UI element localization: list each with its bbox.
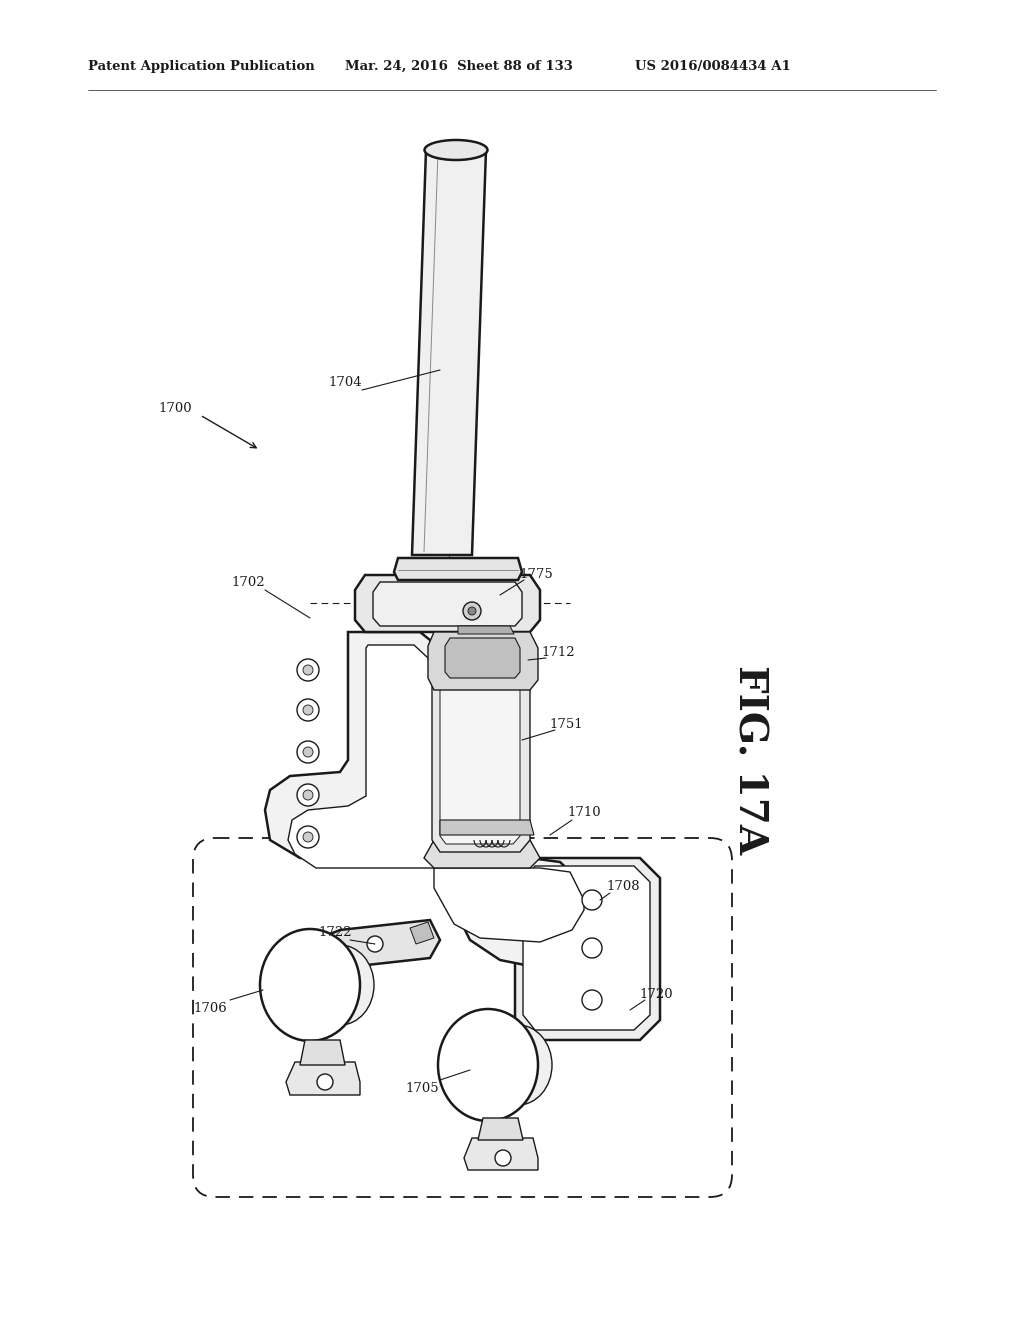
Polygon shape: [424, 840, 540, 869]
Polygon shape: [328, 920, 440, 968]
Polygon shape: [440, 820, 534, 836]
Circle shape: [468, 607, 476, 615]
Polygon shape: [428, 632, 538, 690]
Text: 1751: 1751: [549, 718, 583, 730]
Ellipse shape: [425, 140, 487, 160]
Polygon shape: [523, 866, 650, 1030]
Polygon shape: [464, 1138, 538, 1170]
Circle shape: [303, 789, 313, 800]
Circle shape: [367, 936, 383, 952]
Circle shape: [297, 784, 319, 807]
Polygon shape: [412, 150, 486, 554]
Ellipse shape: [438, 1008, 538, 1121]
Text: Patent Application Publication: Patent Application Publication: [88, 59, 314, 73]
Circle shape: [582, 939, 602, 958]
Circle shape: [495, 1150, 511, 1166]
Polygon shape: [458, 626, 514, 634]
Text: 1706: 1706: [194, 1002, 227, 1015]
Polygon shape: [355, 576, 540, 632]
Text: 1720: 1720: [639, 987, 673, 1001]
Polygon shape: [288, 645, 584, 942]
Circle shape: [303, 747, 313, 756]
Circle shape: [303, 832, 313, 842]
Polygon shape: [373, 582, 522, 626]
Polygon shape: [440, 657, 520, 843]
Circle shape: [463, 602, 481, 620]
Text: 1705: 1705: [406, 1081, 439, 1094]
Circle shape: [317, 1074, 333, 1090]
Text: 1775: 1775: [519, 568, 553, 581]
Circle shape: [582, 890, 602, 909]
Text: US 2016/0084434 A1: US 2016/0084434 A1: [635, 59, 791, 73]
Text: 1704: 1704: [328, 375, 361, 388]
Text: 1708: 1708: [606, 880, 640, 894]
Polygon shape: [445, 638, 520, 678]
Circle shape: [582, 990, 602, 1010]
Text: 1700: 1700: [158, 401, 191, 414]
Polygon shape: [300, 1040, 345, 1065]
Text: 1722: 1722: [318, 927, 352, 940]
Circle shape: [297, 659, 319, 681]
Ellipse shape: [260, 929, 360, 1041]
Ellipse shape: [306, 945, 374, 1026]
Polygon shape: [410, 921, 434, 944]
Polygon shape: [265, 632, 600, 968]
Circle shape: [297, 826, 319, 847]
Circle shape: [297, 700, 319, 721]
Polygon shape: [515, 858, 660, 1040]
Text: 1712: 1712: [542, 645, 574, 659]
Circle shape: [297, 741, 319, 763]
Text: Mar. 24, 2016  Sheet 88 of 133: Mar. 24, 2016 Sheet 88 of 133: [345, 59, 572, 73]
Text: 1702: 1702: [231, 576, 265, 589]
Polygon shape: [478, 1118, 523, 1140]
Polygon shape: [432, 649, 530, 851]
Text: 1710: 1710: [567, 807, 601, 820]
Ellipse shape: [484, 1026, 552, 1105]
Polygon shape: [286, 1063, 360, 1096]
Polygon shape: [394, 558, 522, 579]
Text: FIG. 17A: FIG. 17A: [730, 665, 768, 854]
Circle shape: [303, 705, 313, 715]
Circle shape: [303, 665, 313, 675]
